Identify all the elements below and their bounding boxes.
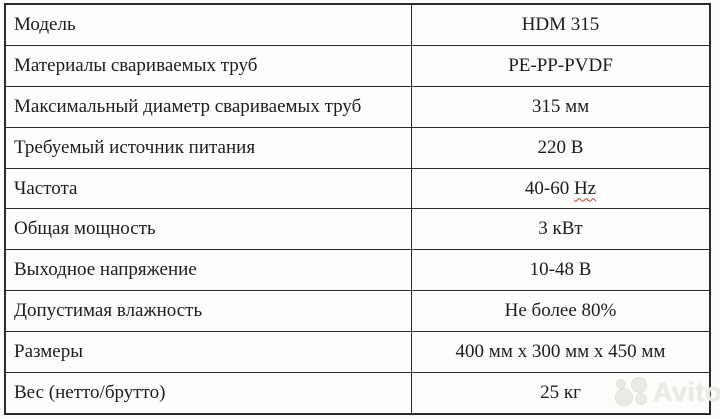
spec-value: 10-48 В	[411, 249, 711, 292]
table-row: Вес (нетто/брутто) 25 кг	[4, 371, 711, 415]
spec-value: 25 кг	[411, 371, 711, 415]
spec-value: 400 мм x 300 мм x 450 мм	[411, 331, 711, 373]
table-row: Материалы свариваемых труб PE-PP-PVDF	[4, 45, 711, 87]
table-row: Модель HDM 315	[4, 3, 711, 47]
spec-value: HDM 315	[411, 3, 711, 47]
spec-label: Вес (нетто/брутто)	[4, 371, 412, 415]
table-row: Общая мощность 3 кВт	[4, 208, 711, 251]
spec-value: Не более 80%	[411, 290, 711, 332]
spec-label: Допустимая влажность	[4, 290, 412, 332]
spec-value: 220 В	[411, 126, 711, 169]
table-row: Допустимая влажность Не более 80%	[4, 290, 711, 332]
table-row: Максимальный диаметр свариваемых труб 315…	[4, 85, 711, 128]
table-row: Выходное напряжение 10-48 В	[4, 249, 711, 292]
spec-label: Общая мощность	[4, 208, 412, 251]
spec-label: Материалы свариваемых труб	[4, 45, 412, 87]
table-row: Требуемый источник питания 220 В	[4, 126, 711, 169]
spec-value: 315 мм	[411, 85, 711, 128]
spec-value: 3 кВт	[411, 208, 711, 251]
spec-value-text: 40-60	[524, 177, 574, 199]
spec-label: Требуемый источник питания	[4, 126, 412, 169]
spec-label: Частота	[4, 167, 412, 210]
spellcheck-flagged-text: Hz	[573, 177, 597, 199]
spec-label: Модель	[4, 3, 412, 47]
spec-label: Выходное напряжение	[4, 249, 412, 292]
spec-value: PE-PP-PVDF	[411, 45, 711, 87]
table-row: Размеры 400 мм x 300 мм x 450 мм	[4, 331, 711, 373]
spec-label: Размеры	[4, 331, 412, 373]
table-row: Частота 40-60 Hz	[4, 167, 711, 210]
spec-label: Максимальный диаметр свариваемых труб	[4, 85, 412, 128]
spec-table: Модель HDM 315 Материалы свариваемых труб P…	[4, 3, 711, 415]
spec-table-body: Модель HDM 315 Материалы свариваемых труб P…	[4, 3, 711, 415]
spec-value: 40-60 Hz	[411, 167, 711, 210]
